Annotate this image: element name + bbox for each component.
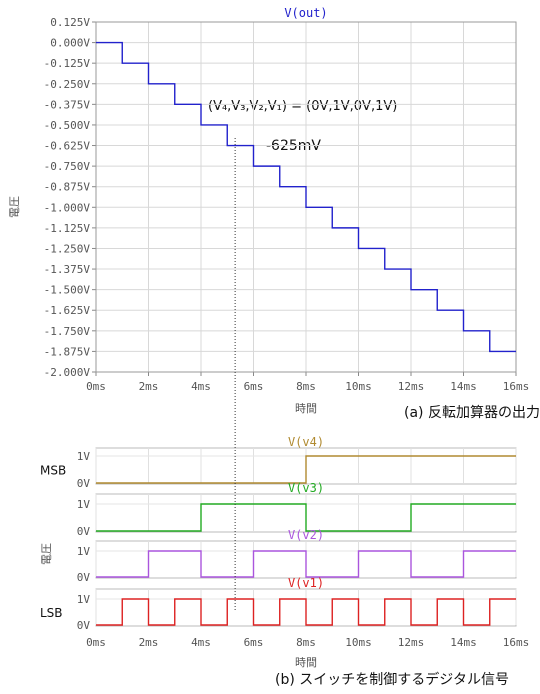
- top-x-tick-label: 0ms: [86, 380, 106, 393]
- top-y-tick-label: 0.000V: [50, 37, 90, 50]
- top-y-tick-label: -2.000V: [44, 366, 91, 379]
- signal-series-line: [96, 503, 516, 532]
- signal-title: V(v2): [288, 528, 324, 542]
- top-y-tick-label: -1.625V: [44, 304, 91, 317]
- signal-side-label: MSB: [40, 464, 66, 478]
- top-chart-title: V(out): [284, 6, 327, 20]
- top-y-tick-label: -1.125V: [44, 222, 91, 235]
- signal-y-tick-label: 1V: [77, 498, 91, 511]
- signal-y-tick-label: 0V: [77, 571, 91, 584]
- bottom-x-tick-label: 10ms: [345, 636, 372, 649]
- bottom-caption: (b) スイッチを制御するデジタル信号: [275, 671, 509, 688]
- signal-y-tick-label: 1V: [77, 450, 91, 463]
- signal-y-tick-label: 1V: [77, 545, 91, 558]
- signal-title: V(v1): [288, 576, 324, 590]
- top-y-tick-label: -0.500V: [44, 119, 91, 132]
- bottom-chart: 1V 0V V(v4) MSB 1V 0V V(v3) 1V 0V V(v2) 1V 0V V(v1) L…: [40, 435, 529, 649]
- top-x-tick-label: 4ms: [191, 380, 211, 393]
- signal-y-tick-label: 0V: [77, 525, 91, 538]
- top-y-tick-label: -0.875V: [44, 181, 91, 194]
- signal-title: V(v4): [288, 435, 324, 449]
- top-y-tick-label: -0.250V: [44, 78, 91, 91]
- bottom-x-tick-label: 16ms: [503, 636, 530, 649]
- bottom-y-axis-label: 電圧: [40, 543, 53, 565]
- top-x-tick-label: 8ms: [296, 380, 316, 393]
- bottom-x-tick-label: 6ms: [244, 636, 264, 649]
- top-y-tick-label: -1.875V: [44, 345, 91, 358]
- bottom-x-tick-label: 14ms: [450, 636, 477, 649]
- top-y-tick-label: -0.625V: [44, 140, 91, 153]
- top-x-tick-label: 10ms: [345, 380, 372, 393]
- top-x-tick-label: 6ms: [244, 380, 264, 393]
- top-x-axis-label: 時間: [295, 402, 317, 415]
- signal-side-label: LSB: [40, 606, 63, 620]
- top-y-tick-label: -1.500V: [44, 284, 91, 297]
- top-x-tick-label: 2ms: [139, 380, 159, 393]
- signal-series-line: [96, 598, 516, 626]
- bottom-x-tick-label: 2ms: [139, 636, 159, 649]
- top-y-axis-label: 電圧: [8, 196, 21, 218]
- signal-title: V(v3): [288, 481, 324, 495]
- top-x-tick-label: 12ms: [398, 380, 425, 393]
- top-chart: 0.125V 0.000V -0.125V -0.250V -0.375V -0.500V…: [44, 16, 530, 393]
- bottom-x-tick-label: 12ms: [398, 636, 425, 649]
- top-x-tick-label: 16ms: [503, 380, 530, 393]
- top-y-tick-label: -0.750V: [44, 160, 91, 173]
- top-y-tick-label: -1.250V: [44, 242, 91, 255]
- top-plot-frame: [95, 21, 517, 373]
- top-y-tick-label: -1.375V: [44, 263, 91, 276]
- top-y-tick-label: -0.375V: [44, 98, 91, 111]
- vout-series-line: [96, 41, 516, 353]
- top-caption: (a) 反転加算器の出力電圧: [404, 405, 540, 421]
- signal-y-tick-label: 0V: [77, 477, 91, 490]
- top-y-tick-label: -0.125V: [44, 57, 91, 70]
- signal-y-tick-label: 0V: [77, 619, 91, 632]
- state-annotation: (V₄,V₃,V₂,V₁) = (0V,1V,0V,1V): [208, 99, 397, 114]
- top-x-tick-label: 14ms: [450, 380, 477, 393]
- top-y-tick-label: -1.000V: [44, 201, 91, 214]
- signal-series-line: [96, 550, 516, 578]
- bottom-x-axis-label: 時間: [295, 656, 317, 669]
- signal-y-tick-label: 1V: [77, 593, 91, 606]
- bottom-x-tick-label: 0ms: [86, 636, 106, 649]
- bottom-x-tick-label: 4ms: [191, 636, 211, 649]
- top-y-tick-label: 0.125V: [50, 16, 90, 29]
- top-y-tick-label: -1.750V: [44, 325, 91, 338]
- bottom-x-tick-label: 8ms: [296, 636, 316, 649]
- signal-series-line: [96, 455, 516, 484]
